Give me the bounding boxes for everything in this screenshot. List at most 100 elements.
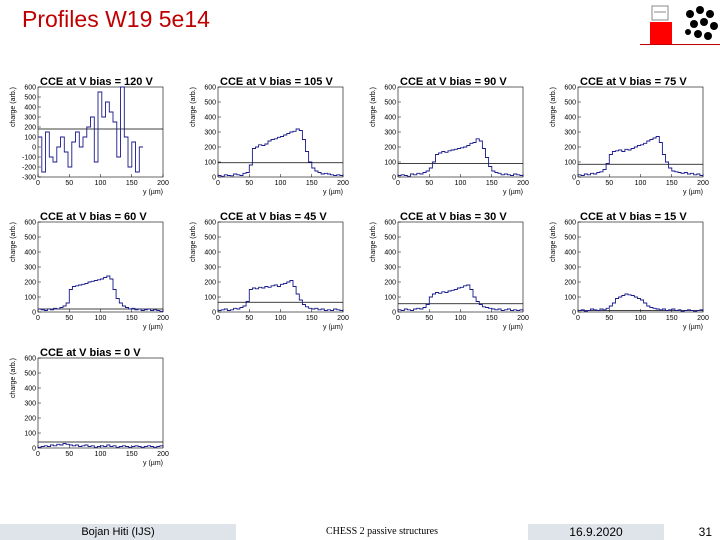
data-series-line bbox=[38, 443, 164, 448]
y-tick-label: 200 bbox=[204, 280, 216, 287]
x-tick-label: 100 bbox=[455, 180, 467, 187]
y-tick-label: -300 bbox=[22, 175, 36, 182]
y-tick-label: 100 bbox=[564, 295, 576, 302]
x-tick-label: 200 bbox=[697, 315, 709, 322]
y-tick-label: 300 bbox=[564, 265, 576, 272]
y-tick-label: 200 bbox=[24, 125, 36, 132]
y-tick-label: 300 bbox=[24, 265, 36, 272]
x-tick-label: 200 bbox=[157, 451, 169, 458]
y-axis-label: charge (arb.) bbox=[10, 358, 17, 398]
y-tick-label: 0 bbox=[572, 310, 576, 317]
y-tick-label: 600 bbox=[24, 356, 36, 363]
y-tick-label: 400 bbox=[204, 115, 216, 122]
x-tick-label: 150 bbox=[666, 180, 678, 187]
data-series-line bbox=[398, 138, 524, 177]
y-axis-label: charge (arb.) bbox=[190, 87, 197, 127]
x-tick-label: 150 bbox=[126, 180, 138, 187]
x-tick-label: 200 bbox=[337, 315, 349, 322]
x-tick-label: 200 bbox=[517, 315, 529, 322]
y-tick-label: 400 bbox=[204, 250, 216, 257]
cce-chart-4: CCE at V bias = 75 V 0 100 200 300 400 500 600 0… bbox=[550, 76, 709, 196]
x-tick-label: 0 bbox=[396, 180, 400, 187]
data-series-line bbox=[398, 284, 524, 311]
y-tick-label: 0 bbox=[212, 310, 216, 317]
y-tick-label: 400 bbox=[564, 250, 576, 257]
x-axis-label: y (µm) bbox=[503, 189, 523, 196]
cce-chart-9: CCE at V bias = 0 V 0 100 200 300 400 500 600 0 5… bbox=[10, 347, 169, 467]
x-tick-label: 50 bbox=[605, 315, 613, 322]
plot-frame bbox=[217, 221, 344, 313]
y-tick-label: 500 bbox=[24, 235, 36, 242]
y-tick-label: 600 bbox=[384, 85, 396, 92]
page-title: Profiles W19 5e14 bbox=[22, 6, 210, 32]
y-tick-label: 200 bbox=[204, 145, 216, 152]
y-tick-label: 600 bbox=[204, 85, 216, 92]
chart-title: CCE at V bias = 15 V bbox=[580, 211, 687, 223]
footer-page-number: 31 bbox=[664, 524, 720, 540]
y-tick-label: 600 bbox=[24, 220, 36, 227]
data-series-line bbox=[218, 280, 344, 312]
chart-title: CCE at V bias = 0 V bbox=[40, 347, 141, 359]
y-tick-label: 500 bbox=[564, 235, 576, 242]
data-series-line bbox=[218, 128, 344, 177]
y-axis-label: charge (arb.) bbox=[370, 222, 377, 262]
y-tick-label: 300 bbox=[204, 130, 216, 137]
x-tick-label: 200 bbox=[697, 180, 709, 187]
y-tick-label: 100 bbox=[24, 431, 36, 438]
x-tick-label: 150 bbox=[306, 315, 318, 322]
y-tick-label: 200 bbox=[24, 280, 36, 287]
footer-date: 16.9.2020 bbox=[528, 524, 664, 540]
data-series-line bbox=[578, 136, 704, 176]
y-tick-label: 0 bbox=[32, 446, 36, 453]
y-tick-label: 0 bbox=[212, 175, 216, 182]
x-tick-label: 150 bbox=[486, 315, 498, 322]
footer-author: Bojan Hiti (IJS) bbox=[0, 524, 236, 540]
x-tick-label: 200 bbox=[157, 180, 169, 187]
y-tick-label: 500 bbox=[384, 235, 396, 242]
chart-title: CCE at V bias = 30 V bbox=[400, 211, 507, 223]
x-tick-label: 150 bbox=[486, 180, 498, 187]
x-tick-label: 50 bbox=[65, 180, 73, 187]
y-tick-label: 400 bbox=[24, 105, 36, 112]
x-tick-label: 50 bbox=[65, 315, 73, 322]
y-tick-label: 300 bbox=[24, 115, 36, 122]
y-axis-label: charge (arb.) bbox=[10, 87, 17, 127]
data-series-line bbox=[578, 293, 704, 312]
x-tick-label: 0 bbox=[36, 180, 40, 187]
chart-title: CCE at V bias = 45 V bbox=[220, 211, 327, 223]
y-tick-label: 0 bbox=[32, 145, 36, 152]
data-series-line bbox=[38, 275, 164, 312]
x-tick-label: 200 bbox=[517, 180, 529, 187]
y-tick-label: 200 bbox=[564, 280, 576, 287]
y-tick-label: 600 bbox=[24, 85, 36, 92]
x-tick-label: 0 bbox=[396, 315, 400, 322]
x-tick-label: 50 bbox=[605, 180, 613, 187]
plot-frame bbox=[397, 86, 524, 178]
y-tick-label: 300 bbox=[384, 130, 396, 137]
y-tick-label: 300 bbox=[204, 265, 216, 272]
plot-frame bbox=[397, 221, 524, 313]
x-tick-label: 50 bbox=[65, 451, 73, 458]
x-axis-label: y (µm) bbox=[143, 189, 163, 196]
x-tick-label: 50 bbox=[425, 315, 433, 322]
plot-frame bbox=[217, 86, 344, 178]
y-tick-label: 200 bbox=[384, 280, 396, 287]
x-tick-label: 50 bbox=[245, 180, 253, 187]
chart-title: CCE at V bias = 60 V bbox=[40, 211, 147, 223]
y-axis-label: charge (arb.) bbox=[10, 222, 17, 262]
y-tick-label: 0 bbox=[392, 310, 396, 317]
y-tick-label: 100 bbox=[564, 160, 576, 167]
x-tick-label: 0 bbox=[216, 315, 220, 322]
y-axis-label: charge (arb.) bbox=[370, 87, 377, 127]
plot-frame bbox=[37, 221, 164, 313]
y-tick-label: 600 bbox=[204, 220, 216, 227]
chart-title: CCE at V bias = 75 V bbox=[580, 76, 687, 88]
y-tick-label: 100 bbox=[204, 160, 216, 167]
x-tick-label: 200 bbox=[337, 180, 349, 187]
footer: Bojan Hiti (IJS) CHESS 2 passive structu… bbox=[0, 524, 720, 540]
x-tick-label: 200 bbox=[157, 315, 169, 322]
x-tick-label: 100 bbox=[95, 451, 107, 458]
y-axis-label: charge (arb.) bbox=[550, 222, 557, 262]
plot-frame bbox=[37, 357, 164, 449]
y-tick-label: 300 bbox=[564, 130, 576, 137]
